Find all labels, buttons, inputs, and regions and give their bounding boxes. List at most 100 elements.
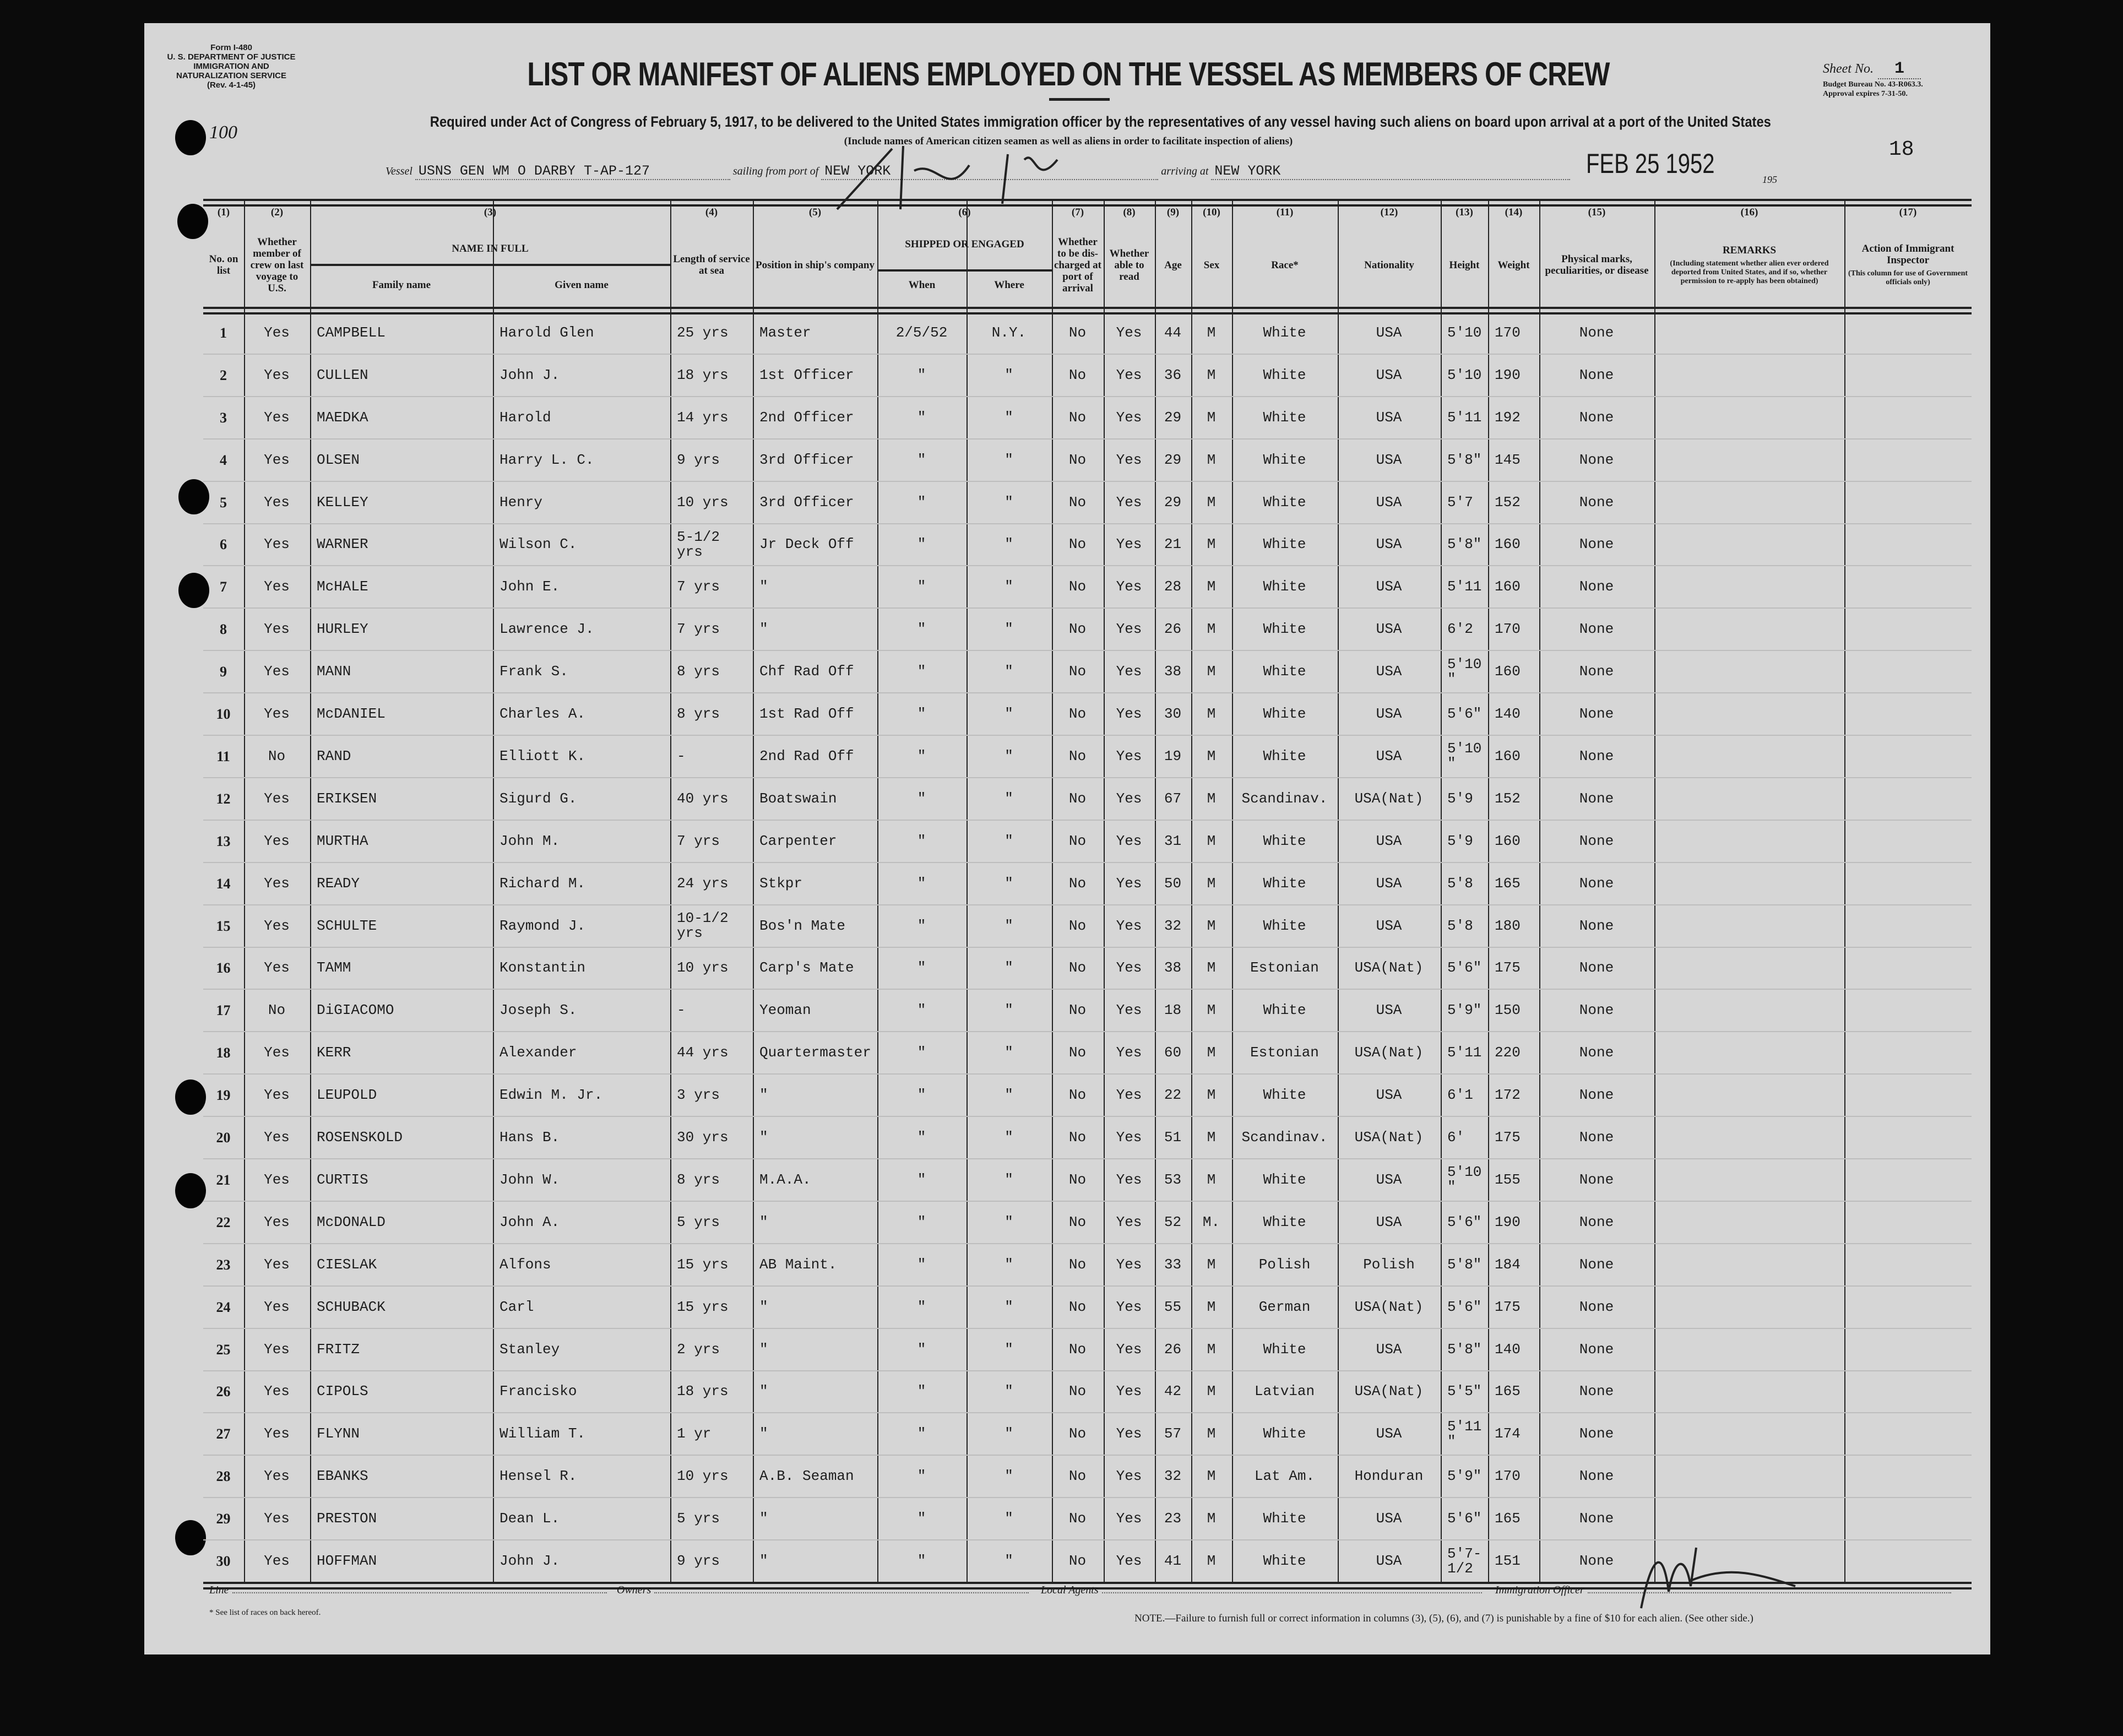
table-cell: 160 [1495,578,1521,595]
table-cell: WARNER [317,536,368,553]
table-cell: Yes [264,366,290,383]
table-cell: No [1068,832,1087,849]
header-label: Whether able to read [1109,247,1149,283]
table-cell: " [917,1298,926,1315]
table-cell: No [1068,324,1087,341]
column-number: (11) [1276,207,1294,218]
table-cell: 170 [1495,1468,1521,1485]
table-cell: White [1263,493,1306,511]
line-signature: Line [209,1584,607,1597]
table-cell: None [1579,706,1614,723]
table-cell: 5 yrs [677,1510,720,1527]
column-divider [493,199,494,1582]
table-cell: None [1579,1171,1614,1188]
table-cell: M [1207,366,1216,383]
column-divider [1232,199,1233,1582]
races-note: * See list of races on back hereof. [209,1608,321,1617]
service: IMMIGRATION AND NATURALIZATION SERVICE [176,62,286,80]
table-cell: White [1263,875,1306,892]
table-cell: No [1068,1002,1087,1019]
table-cell: USA [1376,706,1402,723]
table-cell: White [1263,1341,1306,1358]
table-cell: No [1068,1044,1087,1061]
header-label: Action of Immigrant Inspector [1861,243,1954,266]
table-cell: M [1207,1341,1216,1358]
table-cell: 5'11" [1447,1418,1482,1450]
table-cell: None [1579,1213,1614,1230]
table-cell: RAND [317,747,351,764]
voyage-line: Vessel USNS GEN WM O DARBY T-AP-127 sail… [385,163,1571,180]
header-label: Whether member of crew on last voyage to… [250,236,304,294]
table-cell: Bos'n Mate [759,917,846,934]
agents-signature: Local Agents [1041,1584,1482,1597]
table-cell: 25 yrs [677,324,729,341]
table-cell: John A. [499,1213,560,1230]
table-cell: 140 [1495,1341,1521,1358]
table-cell: A.B. Seaman [759,1468,854,1485]
column-divider [1104,199,1105,1582]
table-cell: Yes [1116,663,1142,680]
table-cell: " [917,1002,926,1019]
table-cell: HOFFMAN [317,1553,377,1570]
header-remarks: REMARKS (Including statement whether alie… [1656,225,1843,305]
table-cell: M [1207,1383,1216,1400]
row-rule [203,861,1972,863]
title-rule [1049,98,1110,101]
table-cell: 29 [1164,451,1182,468]
header-age: Age [1156,225,1190,305]
table-cell: USA [1376,621,1402,638]
column-number: (16) [1740,207,1758,218]
header-label: Race* [1271,259,1299,271]
table-cell: " [759,1129,768,1146]
table-cell: Yes [1116,493,1142,511]
table-cell: 5'8 [1447,875,1473,892]
header-shipped: SHIPPED OR ENGAGED [905,238,1024,250]
table-cell: Yes [1116,875,1142,892]
table-cell: Yes [1116,1298,1142,1315]
table-cell: 5'9 [1447,790,1473,807]
table-cell: " [1005,1553,1013,1570]
row-number: 16 [216,960,231,977]
table-cell: 28 [1164,578,1182,595]
header-action: Action of Immigrant Inspector (This colum… [1846,225,1970,305]
table-cell: None [1579,493,1614,511]
table-cell: 24 yrs [677,875,729,892]
column-number: (1) [217,207,230,218]
row-number: 29 [216,1511,231,1527]
column-divider [1191,199,1192,1582]
budget-info: Budget Bureau No. 43-R063.3. Approval ex… [1823,80,1923,99]
table-cell: LEUPOLD [317,1087,377,1104]
table-cell: 5'10" [1447,655,1482,687]
table-cell: Yes [1116,959,1142,977]
table-cell: Yes [264,1171,290,1188]
column-divider [1155,199,1156,1582]
page-mark: 18 [1889,138,1914,161]
table-cell: USA [1376,1510,1402,1527]
table-cell: " [1005,706,1013,723]
table-cell: 57 [1164,1425,1182,1442]
table-cell: CAMPBELL [317,324,385,341]
table-cell: 14 yrs [677,409,729,426]
table-cell: Yes [264,578,290,595]
row-number: 3 [220,409,227,426]
table-cell: 21 [1164,536,1182,553]
table-cell: USA [1376,1171,1402,1188]
manifest-page [144,23,1990,1654]
table-cell: None [1579,663,1614,680]
table-cell: Yes [1116,1213,1142,1230]
row-rule [203,777,1972,778]
row-rule [203,1285,1972,1287]
row-rule [203,438,1972,440]
table-cell: 8 yrs [677,1171,720,1188]
table-cell: PRESTON [317,1510,377,1527]
row-number: 26 [216,1384,231,1400]
department: U. S. DEPARTMENT OF JUSTICE [167,52,296,62]
table-cell: No [1068,917,1087,934]
table-cell: No [268,747,286,764]
table-cell: None [1579,1383,1614,1400]
table-cell: USA [1376,1341,1402,1358]
table-cell: 6'2 [1447,621,1473,638]
table-cell: " [917,706,926,723]
header-label: REMARKS [1722,244,1777,256]
punch-hole [175,1520,206,1555]
